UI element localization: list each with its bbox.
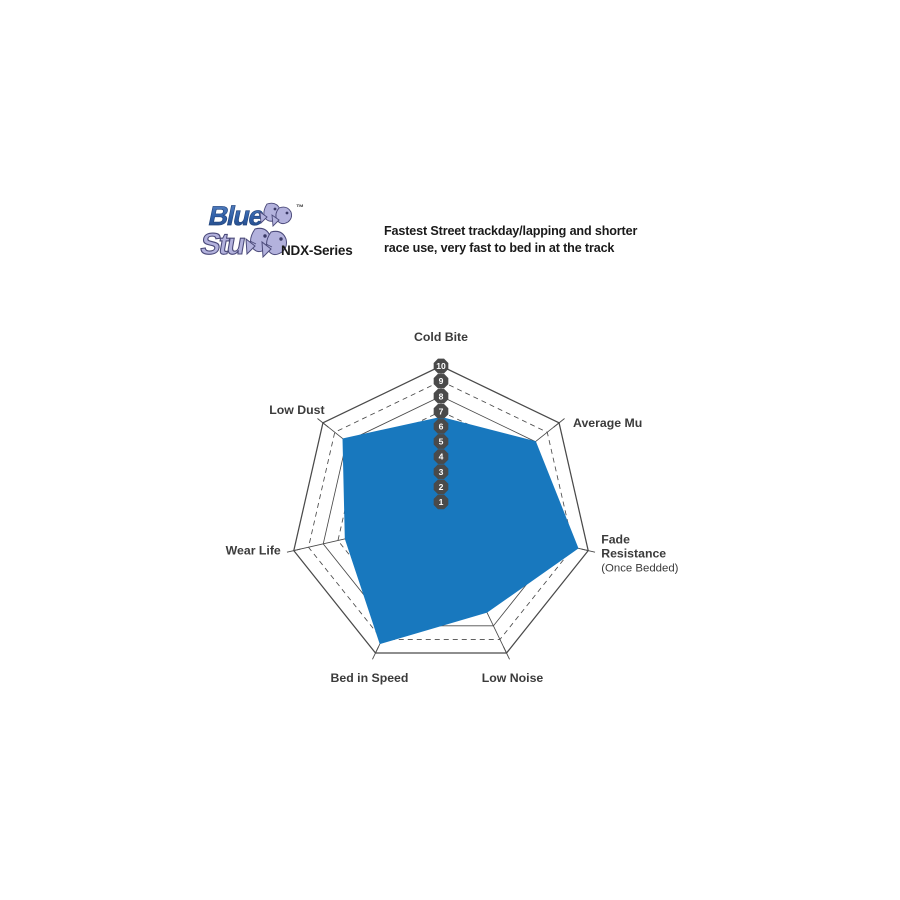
scale-badges: 1 2 3 4 5 6 7 8 9 10	[433, 358, 449, 510]
svg-text:Stu: Stu	[198, 228, 247, 261]
tagline-line-1: Fastest Street trackday/lapping and shor…	[384, 224, 638, 238]
outer-tick-2	[581, 548, 596, 553]
scale-badge-7	[433, 403, 449, 419]
scale-badge-2	[433, 479, 449, 495]
axis-label-2-line-0: Fade	[601, 533, 630, 547]
outer-tick-1	[553, 418, 565, 428]
scale-badge-6	[433, 419, 449, 434]
scale-badge-label-10: 10	[436, 361, 446, 371]
axis-label-1: Average Mu	[573, 416, 642, 430]
svg-text:Blue: Blue	[206, 200, 267, 231]
outer-tick-6	[317, 418, 329, 428]
axis-sublabel-2: (Once Bedded)	[601, 563, 678, 575]
grid-ring-9	[308, 380, 574, 640]
scale-badge-label-6: 6	[439, 422, 444, 432]
scale-badge-8	[433, 388, 449, 404]
scale-badge-5	[433, 434, 449, 449]
grid-ring-10	[293, 365, 589, 654]
scale-badge-label-4: 4	[439, 452, 444, 462]
scale-badge-label-2: 2	[439, 482, 444, 492]
scale-badge-4	[433, 449, 449, 464]
scale-badge-label-5: 5	[439, 437, 444, 447]
scale-badge-label-7: 7	[439, 406, 444, 416]
outer-tick-5	[286, 548, 301, 553]
scale-badge-label-8: 8	[439, 391, 444, 401]
scale-badge-10	[433, 358, 449, 374]
scale-badge-label-1: 1	[439, 497, 444, 507]
axis-label-0: Cold Bite	[414, 330, 468, 344]
svg-text:™: ™	[296, 203, 304, 212]
scale-badge-label-3: 3	[439, 467, 444, 477]
tagline-line-2: race use, very fast to bed in at the tra…	[384, 241, 615, 255]
scale-badge-label-9: 9	[439, 376, 444, 386]
axis-label-4: Bed in Speed	[331, 671, 409, 685]
axis-label-6: Low Dust	[269, 403, 324, 417]
outer-tick-3	[503, 646, 510, 660]
outer-tick-4	[372, 646, 379, 660]
axis-label-5: Wear Life	[226, 544, 281, 558]
axis-label-2-line-1: Resistance	[601, 547, 666, 561]
tagline: Fastest Street trackday/lapping and shor…	[384, 223, 684, 257]
bluestuff-logo-icon: Blue ™ Stu	[197, 200, 304, 262]
bluestuff-logo: Blue ™ Stu	[195, 198, 365, 266]
axis-label-3: Low Noise	[482, 671, 544, 685]
data-polygon	[342, 416, 579, 645]
series-label: NDX-Series	[281, 243, 353, 258]
header: Blue ™ Stu	[195, 198, 715, 270]
scale-badge-3	[433, 464, 449, 480]
scale-badge-9	[433, 373, 449, 389]
scale-badge-1	[433, 494, 449, 510]
